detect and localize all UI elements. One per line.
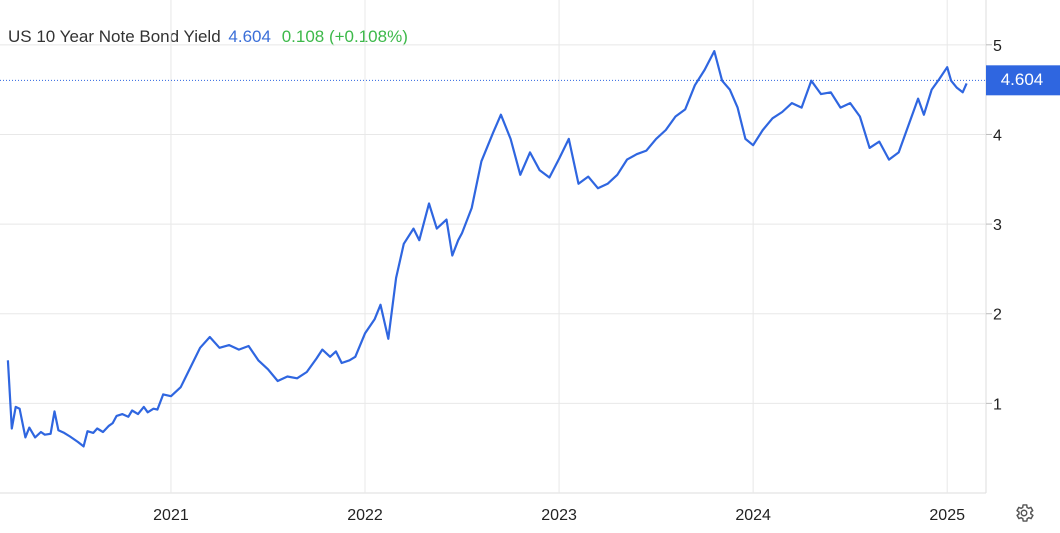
x-tick-label: 2023 — [541, 507, 577, 524]
y-tick-label: 3 — [993, 217, 1002, 234]
y-tick-label: 1 — [993, 396, 1002, 413]
gear-icon — [1016, 504, 1034, 522]
last-price: 4.604 — [228, 27, 271, 46]
x-tick-label: 2025 — [929, 507, 965, 524]
x-tick-label: 2022 — [347, 507, 383, 524]
y-tick-label: 4 — [993, 127, 1002, 144]
x-tick-label: 2021 — [153, 507, 189, 524]
x-tick-label: 2024 — [735, 507, 771, 524]
y-tick-label: 5 — [993, 38, 1002, 55]
last-price-badge: 4.604 — [1000, 70, 1044, 90]
last-price-badge-bg — [986, 65, 1060, 96]
chart-header: US 10 Year Note Bond Yield 4.604 0.108 (… — [8, 27, 408, 47]
price-change: 0.108 (+0.108%) — [281, 27, 408, 46]
instrument-name: US 10 Year Note Bond Yield — [8, 27, 221, 46]
settings-gear-button[interactable] — [1013, 502, 1035, 524]
y-tick-label: 2 — [993, 307, 1002, 324]
series-line — [6, 49, 968, 448]
